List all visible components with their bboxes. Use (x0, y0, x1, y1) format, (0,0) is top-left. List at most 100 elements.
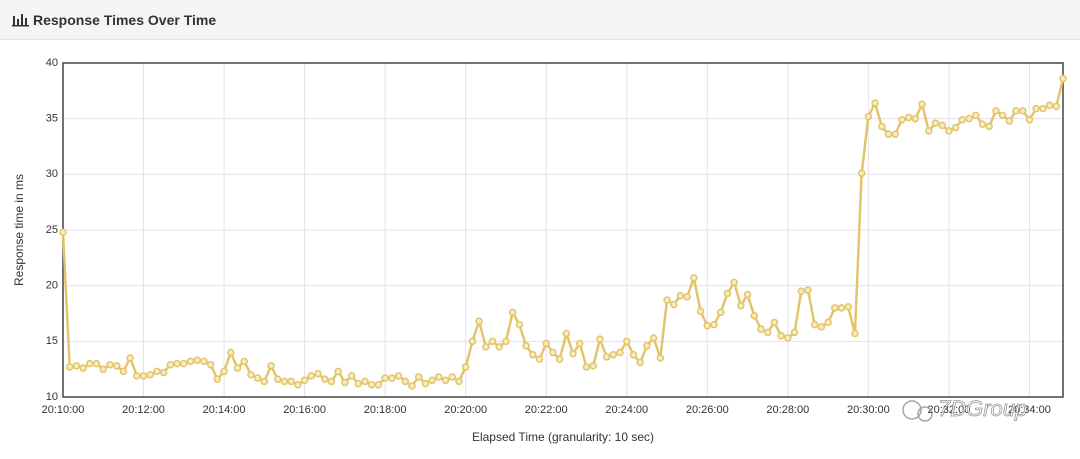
x-tick-label: 20:14:00 (203, 404, 246, 416)
x-tick-label: 20:16:00 (283, 404, 326, 416)
data-point (804, 286, 812, 294)
y-tick-label: 15 (46, 335, 58, 347)
data-point (314, 369, 322, 378)
data-point (522, 342, 530, 350)
data-point (898, 116, 906, 124)
data-point (1012, 107, 1020, 115)
data-point (327, 377, 336, 386)
series-line (61, 78, 1065, 388)
data-point (414, 373, 423, 381)
data-point (576, 339, 584, 348)
data-point (253, 374, 262, 382)
data-point (891, 130, 899, 139)
x-tick-label: 20:24:00 (605, 404, 648, 416)
data-point (884, 130, 893, 139)
data-point (1005, 117, 1014, 125)
data-point (159, 368, 168, 377)
data-point (837, 304, 846, 312)
data-point (945, 127, 953, 135)
data-point (978, 120, 987, 128)
data-point (582, 363, 591, 371)
data-point (173, 359, 181, 368)
data-point (925, 127, 933, 135)
data-point (475, 317, 483, 326)
data-point (857, 169, 866, 177)
data-point (1059, 74, 1067, 83)
data-point (992, 107, 1000, 115)
data-point (92, 359, 101, 368)
data-point (233, 364, 242, 372)
data-point (871, 99, 879, 107)
data-point (844, 303, 852, 311)
data-point (341, 378, 349, 387)
data-point (555, 355, 564, 363)
data-point (300, 376, 309, 385)
data-point (146, 370, 154, 379)
data-point (139, 372, 148, 380)
y-tick-label: 25 (46, 224, 58, 236)
data-point (824, 318, 832, 327)
data-point (690, 274, 698, 282)
data-point (985, 122, 993, 131)
data-point (636, 358, 644, 367)
data-point (112, 362, 121, 370)
data-point (831, 304, 839, 312)
data-point (408, 382, 416, 390)
data-point (227, 348, 235, 357)
data-point (723, 289, 732, 298)
data-point (972, 111, 980, 120)
data-point (596, 335, 604, 343)
data-point (602, 353, 611, 361)
data-point (797, 287, 806, 295)
y-tick-label: 20 (46, 280, 58, 292)
data-point (763, 328, 772, 337)
data-point (1018, 107, 1027, 115)
data-point (260, 377, 269, 386)
data-point (931, 119, 940, 127)
data-point (649, 334, 658, 342)
y-tick-label: 30 (46, 168, 58, 180)
x-tick-label: 20:30:00 (847, 404, 890, 416)
panel-header: Response Times Over Time (0, 0, 1080, 40)
watermark-icon (902, 400, 922, 420)
data-point (998, 111, 1007, 120)
x-tick-label: 20:28:00 (766, 404, 809, 416)
data-point (851, 329, 859, 338)
data-point (1045, 101, 1054, 110)
data-point (817, 323, 826, 331)
data-point (388, 374, 396, 382)
data-point (669, 300, 678, 309)
data-point (623, 337, 631, 346)
data-point (247, 370, 255, 379)
x-tick-label: 20:32:00 (927, 404, 970, 416)
data-point (65, 363, 74, 371)
data-point (193, 356, 201, 365)
data-point (374, 381, 383, 389)
data-point (468, 337, 477, 346)
data-point (790, 328, 799, 337)
data-point (562, 329, 571, 338)
data-point (206, 360, 215, 369)
y-tick-label: 35 (46, 113, 58, 125)
y-tick-label: 40 (46, 57, 58, 69)
x-tick-label: 20:20:00 (444, 404, 487, 416)
data-point (737, 301, 745, 310)
data-point (461, 363, 470, 371)
watermark: 7DGroup (902, 395, 1028, 422)
data-point (421, 379, 430, 388)
data-point (542, 339, 550, 348)
data-point (153, 367, 161, 376)
panel-title: Response Times Over Time (33, 12, 217, 28)
data-point (549, 348, 557, 357)
data-point (287, 377, 295, 386)
data-point (683, 293, 691, 301)
x-tick-label: 20:12:00 (122, 404, 165, 416)
data-point (643, 342, 651, 350)
data-point (381, 374, 389, 382)
data-point (448, 373, 457, 381)
data-point (126, 354, 134, 362)
x-tick-label: 20:22:00 (525, 404, 568, 416)
data-point (502, 337, 510, 346)
data-point (213, 375, 222, 383)
data-point (911, 114, 920, 123)
